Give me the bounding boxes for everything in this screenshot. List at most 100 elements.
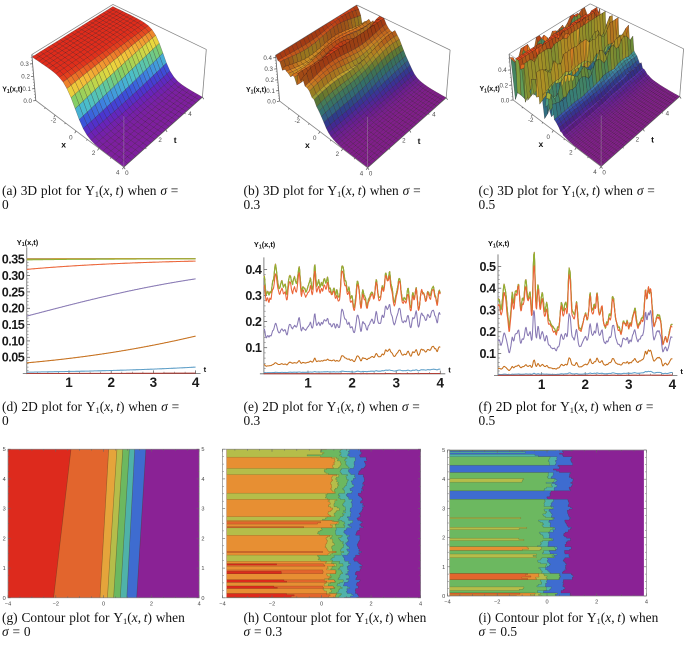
svg-text:-2: -2 [294, 118, 300, 125]
svg-text:Y1(x,t): Y1(x,t) [2, 87, 22, 96]
svg-text:Y1(x,t): Y1(x,t) [480, 86, 500, 95]
svg-text:−2: −2 [53, 601, 59, 607]
svg-text:5: 5 [201, 447, 204, 453]
svg-text:4: 4 [192, 375, 200, 390]
svg-text:2: 2 [442, 536, 445, 542]
svg-text:0.3: 0.3 [264, 66, 273, 73]
svg-text:0.3: 0.3 [479, 303, 496, 317]
svg-text:4: 4 [198, 601, 201, 607]
svg-text:0: 0 [546, 134, 550, 141]
svg-text:0: 0 [102, 601, 105, 607]
svg-text:1: 1 [304, 375, 312, 390]
svg-text:2: 2 [569, 150, 573, 157]
svg-text:5: 5 [3, 447, 6, 453]
svg-text:0: 0 [69, 134, 73, 141]
svg-text:2: 2 [3, 536, 6, 542]
svg-text:1: 1 [201, 566, 204, 572]
svg-text:0.0: 0.0 [267, 99, 276, 106]
svg-text:0.4: 0.4 [479, 282, 496, 296]
svg-text:4: 4 [360, 170, 364, 177]
svg-text:-2: -2 [528, 117, 534, 124]
svg-text:1: 1 [538, 377, 546, 390]
svg-text:0.1: 0.1 [266, 88, 275, 95]
svg-text:0.15: 0.15 [2, 318, 25, 332]
svg-text:0.1: 0.1 [245, 341, 262, 355]
svg-text:3: 3 [150, 375, 158, 390]
svg-text:0.1: 0.1 [479, 347, 496, 361]
svg-text:t: t [651, 135, 654, 145]
svg-text:2: 2 [158, 137, 162, 144]
svg-text:Y1(x,t): Y1(x,t) [254, 240, 276, 250]
svg-text:0.10: 0.10 [2, 334, 25, 348]
svg-text:0: 0 [545, 600, 548, 606]
svg-text:1: 1 [65, 375, 73, 390]
svg-text:0: 0 [3, 596, 6, 602]
svg-text:t: t [448, 365, 451, 374]
svg-text:0: 0 [313, 135, 317, 142]
svg-text:3: 3 [3, 507, 6, 513]
svg-text:2: 2 [107, 375, 115, 390]
svg-text:0.2: 0.2 [245, 315, 262, 329]
svg-text:0: 0 [320, 601, 323, 607]
svg-text:t: t [204, 365, 207, 374]
svg-text:2: 2 [402, 138, 406, 145]
svg-text:2: 2 [150, 601, 153, 607]
svg-text:2: 2 [595, 600, 598, 606]
svg-text:−4: −4 [444, 600, 450, 606]
svg-text:t: t [174, 135, 177, 145]
svg-text:0.35: 0.35 [2, 253, 25, 267]
svg-text:1: 1 [3, 566, 6, 572]
svg-text:3: 3 [625, 377, 633, 390]
svg-text:0.4: 0.4 [498, 67, 507, 74]
svg-text:−4: −4 [219, 601, 225, 607]
svg-text:-2: -2 [51, 118, 57, 125]
svg-text:0: 0 [602, 169, 606, 176]
svg-text:x: x [61, 140, 66, 150]
svg-text:0.2: 0.2 [21, 74, 30, 81]
svg-text:Y1(x,t): Y1(x,t) [488, 239, 510, 249]
svg-text:2: 2 [336, 151, 340, 158]
svg-text:0.3: 0.3 [245, 289, 262, 303]
svg-text:−2: −2 [494, 600, 500, 606]
svg-text:4: 4 [201, 477, 204, 483]
svg-text:4: 4 [669, 377, 677, 390]
svg-text:0.3: 0.3 [20, 61, 29, 68]
svg-text:Y1(x,t): Y1(x,t) [17, 238, 39, 248]
svg-text:4: 4 [437, 375, 445, 390]
svg-text:0.0: 0.0 [501, 97, 510, 104]
svg-text:Y1(x,t): Y1(x,t) [246, 87, 266, 96]
svg-text:−4: −4 [5, 601, 11, 607]
svg-text:4: 4 [666, 110, 670, 117]
svg-text:4: 4 [3, 477, 6, 483]
svg-text:0.1: 0.1 [22, 86, 31, 93]
svg-text:0.25: 0.25 [2, 285, 25, 299]
svg-text:2: 2 [581, 377, 589, 390]
svg-text:4: 4 [432, 112, 436, 119]
svg-text:4: 4 [645, 600, 648, 606]
svg-text:2: 2 [636, 136, 640, 143]
svg-text:2: 2 [92, 150, 96, 157]
svg-text:0.05: 0.05 [2, 351, 25, 365]
svg-text:0.4: 0.4 [245, 263, 262, 277]
svg-text:2: 2 [201, 536, 204, 542]
svg-text:4: 4 [116, 170, 120, 177]
svg-text:0.2: 0.2 [265, 77, 274, 84]
svg-text:0.4: 0.4 [263, 55, 272, 62]
svg-text:4: 4 [593, 169, 597, 176]
svg-text:x: x [539, 139, 544, 149]
svg-text:−2: −2 [269, 601, 275, 607]
svg-text:0.2: 0.2 [479, 325, 496, 339]
svg-text:4: 4 [188, 111, 192, 118]
svg-text:0: 0 [369, 171, 373, 178]
svg-text:t: t [680, 367, 683, 376]
svg-text:t: t [418, 136, 421, 146]
svg-text:0.2: 0.2 [499, 82, 508, 89]
svg-text:5: 5 [442, 448, 445, 454]
svg-text:4: 4 [442, 477, 445, 483]
svg-text:3: 3 [201, 507, 204, 513]
svg-text:0.0: 0.0 [23, 98, 32, 105]
svg-text:0: 0 [201, 596, 204, 602]
svg-text:3: 3 [392, 375, 400, 390]
svg-text:2: 2 [348, 375, 356, 390]
svg-text:0.20: 0.20 [2, 302, 25, 316]
